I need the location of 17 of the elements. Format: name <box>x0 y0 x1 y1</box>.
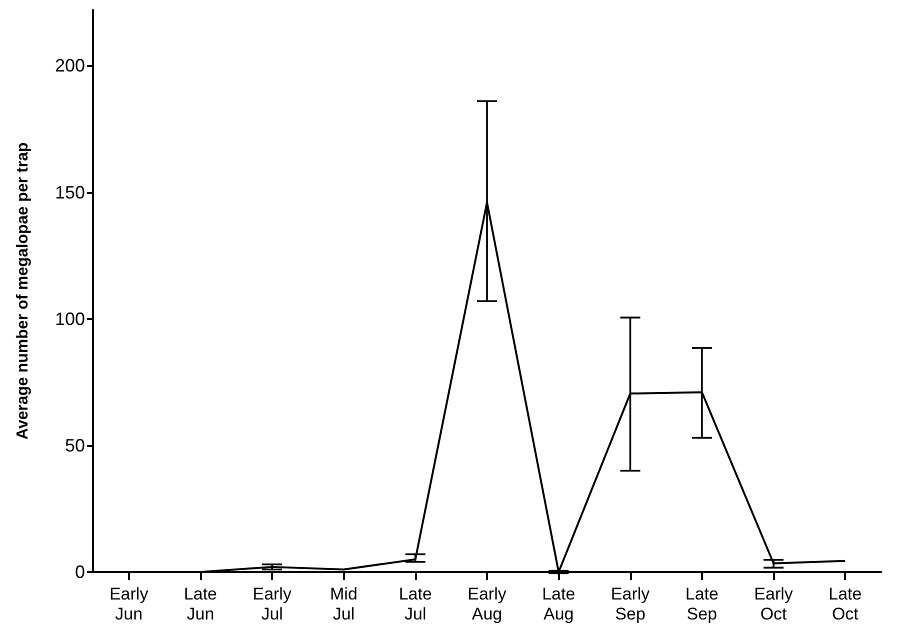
x-tick-label: Late Oct <box>828 584 862 624</box>
x-tick-label: Early Oct <box>754 584 794 624</box>
x-tick-label: Early Sep <box>610 584 650 624</box>
y-tick-label: 0 <box>74 562 85 582</box>
x-tick-label: Late Jun <box>184 584 217 624</box>
x-tick-label: Early Jun <box>109 584 149 624</box>
x-tick-label: Early Aug <box>468 584 507 624</box>
x-tick-label: Mid Jul <box>330 584 358 624</box>
y-tick-label: 150 <box>54 182 85 202</box>
x-tick-label: Late Sep <box>685 584 718 624</box>
x-tick-label: Late Jul <box>398 584 432 624</box>
x-tick-label: Early Jul <box>252 584 292 624</box>
y-tick-label: 50 <box>64 435 85 456</box>
y-tick-label: 200 <box>54 56 85 76</box>
y-axis-title: Average number of megalopae per trap <box>14 142 32 440</box>
x-tick-label: Late Aug <box>542 584 576 624</box>
y-tick-label: 100 <box>54 308 85 329</box>
